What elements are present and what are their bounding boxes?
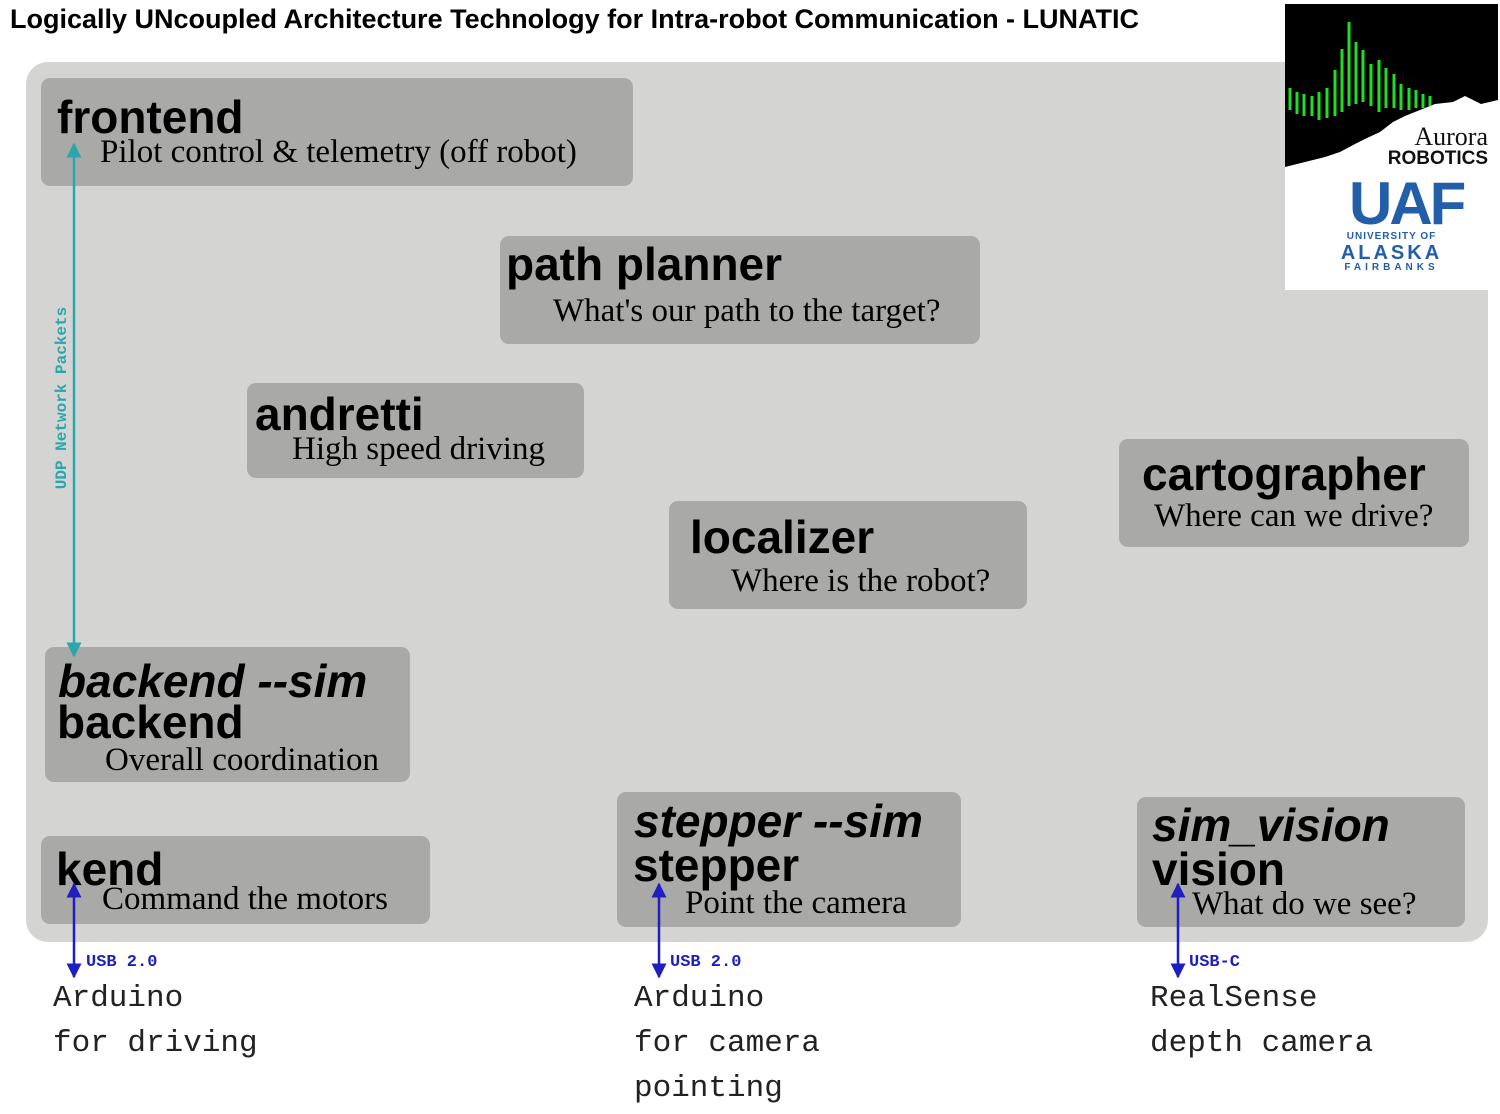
module-backend-sim-name: backend --sim bbox=[58, 655, 368, 707]
kend-usb-label: USB 2.0 bbox=[86, 953, 158, 972]
module-andretti-desc: High speed driving bbox=[292, 431, 545, 467]
logo-university-of: UNIVERSITY OF bbox=[1346, 231, 1437, 242]
module-vision[interactable]: sim_vision vision What do we see? bbox=[1137, 797, 1465, 927]
module-localizer-desc: Where is the robot? bbox=[731, 563, 991, 599]
logo-alaska: ALASKA bbox=[1340, 242, 1443, 264]
page-title: Logically UNcoupled Architecture Technol… bbox=[10, 4, 1140, 34]
udp-network-label: UDP Network Packets bbox=[53, 306, 71, 490]
module-backend-name: backend bbox=[57, 696, 244, 748]
device-line: pointing bbox=[634, 1071, 783, 1106]
device-line: RealSense bbox=[1150, 981, 1318, 1016]
device-line: Arduino bbox=[53, 981, 184, 1016]
module-kend[interactable]: kend Command the motors bbox=[41, 836, 430, 924]
module-backend-desc: Overall coordination bbox=[105, 742, 379, 778]
module-frontend-name: frontend bbox=[57, 91, 244, 143]
logo-fairbanks: FAIRBANKS bbox=[1344, 262, 1439, 273]
module-localizer-name: localizer bbox=[690, 511, 875, 563]
module-cartographer-desc: Where can we drive? bbox=[1154, 498, 1434, 534]
module-localizer[interactable]: localizer Where is the robot? bbox=[669, 501, 1027, 609]
aurora-robotics-graphic bbox=[1285, 4, 1498, 167]
device-realsense: RealSense depth camera bbox=[1150, 976, 1373, 1066]
module-frontend[interactable]: frontend Pilot control & telemetry (off … bbox=[41, 78, 633, 186]
device-driving-arduino: Arduino for driving bbox=[53, 976, 258, 1066]
module-pathplanner-name: path planner bbox=[506, 238, 783, 290]
logo-aurora: Aurora bbox=[1414, 122, 1488, 151]
logo-robotics: ROBOTICS bbox=[1387, 148, 1488, 169]
aurora-uaf-logo: Aurora ROBOTICS UAF UNIVERSITY OF ALASKA… bbox=[1285, 4, 1498, 290]
module-frontend-desc: Pilot control & telemetry (off robot) bbox=[100, 134, 577, 170]
device-line: Arduino bbox=[634, 981, 765, 1016]
stepper-usb-label: USB 2.0 bbox=[670, 953, 742, 972]
logo-uaf: UAF bbox=[1349, 170, 1466, 237]
device-camera-arduino: Arduino for camera pointing bbox=[634, 976, 820, 1111]
module-andretti-name: andretti bbox=[255, 388, 424, 440]
module-backend[interactable]: backend --sim backend Overall coordinati… bbox=[45, 647, 410, 782]
module-stepper[interactable]: stepper --sim stepper Point the camera bbox=[617, 792, 961, 927]
device-line: for driving bbox=[53, 1026, 258, 1061]
module-pathplanner[interactable]: path planner What's our path to the targ… bbox=[500, 236, 980, 344]
module-vision-sim-name: sim_vision bbox=[1152, 799, 1390, 851]
module-cartographer-name: cartographer bbox=[1142, 448, 1426, 500]
module-andretti[interactable]: andretti High speed driving bbox=[247, 383, 584, 478]
module-stepper-sim-name: stepper --sim bbox=[634, 795, 923, 847]
device-line: for camera bbox=[634, 1026, 821, 1061]
vision-usb-label: USB-C bbox=[1189, 953, 1241, 972]
module-kend-desc: Command the motors bbox=[102, 881, 388, 917]
module-stepper-desc: Point the camera bbox=[685, 885, 907, 921]
module-pathplanner-desc: What's our path to the target? bbox=[553, 293, 941, 329]
module-stepper-name: stepper bbox=[633, 839, 800, 891]
module-vision-desc: What do we see? bbox=[1192, 886, 1417, 922]
module-cartographer[interactable]: cartographer Where can we drive? bbox=[1119, 439, 1469, 547]
device-line: depth camera bbox=[1150, 1026, 1374, 1061]
